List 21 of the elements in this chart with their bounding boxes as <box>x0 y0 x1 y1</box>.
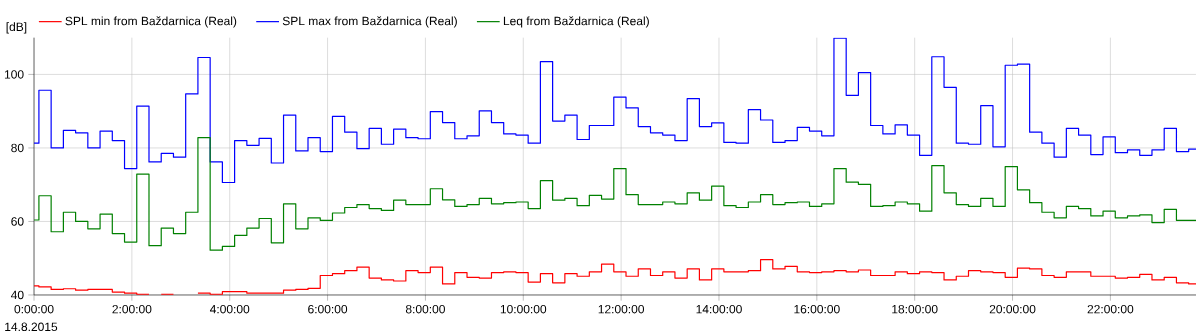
x-tick-label: 2:00:00 <box>112 304 152 314</box>
legend-label: Leq from Baždarnica (Real) <box>503 16 649 28</box>
y-tick-label: 100 <box>4 70 24 79</box>
x-tick-label: 6:00:00 <box>308 304 348 314</box>
legend-label: SPL max from Baždarnica (Real) <box>282 16 457 28</box>
y-tick-label: 40 <box>10 290 24 300</box>
x-tick-label: 0:00:00 <box>14 304 54 314</box>
y-tick-label: 60 <box>11 217 24 226</box>
x-tick-label: 22:00:00 <box>1087 304 1134 314</box>
x-tick-label: 16:00:00 <box>794 304 840 314</box>
y-axis-title: [dB] <box>6 22 27 34</box>
x-tick-label: 20:00:00 <box>989 304 1036 314</box>
y-tick-label: 80 <box>11 143 24 153</box>
x-tick-label: 4:00:00 <box>209 304 250 314</box>
x-tick-label: 18:00:00 <box>892 304 938 314</box>
text: 14.8.2015 <box>5 322 58 332</box>
x-tick-label: 8:00:00 <box>405 304 445 314</box>
x-tick-label: 14:00:00 <box>696 304 742 314</box>
x-tick-label: 10:00:00 <box>500 304 547 314</box>
legend-label: SPL min from Baždarnica (Real) <box>65 16 237 28</box>
x-tick-label: 12:00:00 <box>598 304 645 314</box>
